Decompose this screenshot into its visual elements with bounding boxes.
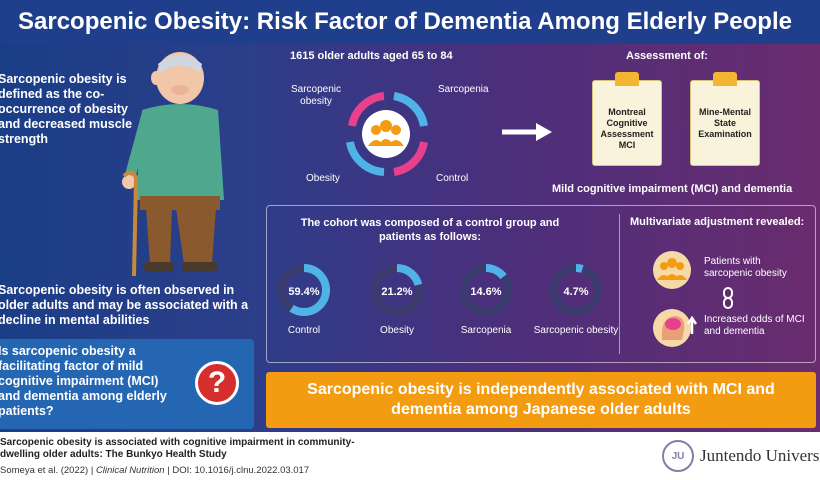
authors: Someya et al. (2022) [0,465,89,476]
cohort-title: 1615 older adults aged 65 to 84 [290,50,453,62]
group-label-sarcopenia: Sarcopenia [438,84,489,95]
multivariate-patients: Patients with sarcopenic obesity [704,256,787,279]
group-label-obesity: Obesity [306,173,340,184]
assessment-title: Assessment of: [626,50,708,62]
multivariate-title: Multivariate adjustment revealed: [630,216,805,228]
paper-title: Sarcopenic obesity is associated with co… [0,437,355,460]
clipboard-moca: Montreal Cognitive Assessment MCI [592,72,662,166]
percent-control: 59.4% [288,286,320,298]
test-label-mmse: Mine-Mental State Examination [698,107,752,139]
composition-panel [266,205,816,363]
citation-separator: | [90,465,96,476]
journal: Clinical Nutrition [95,465,165,476]
link-chain-icon [723,287,733,309]
donut-label-sarcopenic-obesity: Sarcopenic obesity [533,325,619,336]
donut-label-obesity: Obesity [380,325,414,336]
citation-separator: | [167,465,173,476]
donut-sarcopenia: 14.6% [458,262,514,318]
definition-text: Sarcopenic obesity is defined as the co-… [0,72,133,146]
donut-obesity: 21.2% [369,262,425,318]
multivariate-odds: Increased odds of MCI and dementia [704,314,805,337]
donut-control: 59.4% [276,262,332,318]
clipboard-clip-icon [713,72,737,86]
percent-sarcopenic-obesity: 4.7% [563,286,589,298]
cohort-cycle-diagram [346,92,428,176]
citation: Someya et al. (2022) | Clinical Nutritio… [0,465,309,476]
clipboard-clip-icon [615,72,639,86]
donut-label-sarcopenia: Sarcopenia [460,325,512,336]
elderly-man-illustration [122,52,224,277]
doi: DOI: 10.1016/j.clnu.2022.03.017 [172,465,310,476]
donut-label-control: Control [287,325,321,336]
brain-head-icon [653,309,698,347]
donut-sarcopenic-obesity: 4.7% [548,262,604,318]
percent-sarcopenia: 14.6% [470,286,502,298]
university-logo: JU Juntendo University [662,440,820,472]
arrow-right-icon [502,123,552,141]
assessment-outcome: Mild cognitive impairment (MCI) and deme… [552,183,793,195]
test-label-moca: Montreal Cognitive Assessment MCI [600,107,654,150]
question-text: Is sarcopenic obesity a facilitating fac… [0,344,167,418]
group-label-sarcopenic-obesity: Sarcopenic obesity [290,84,342,107]
university-name: Juntendo University [700,446,820,465]
composition-title: The cohort was composed of a control gro… [300,217,560,243]
group-label-control: Control [436,173,469,184]
group-people-icon [653,251,691,289]
page-title: Sarcopenic Obesity: Risk Factor of Demen… [0,0,820,44]
university-seal-icon: JU [662,440,694,472]
question-mark-icon: ? [195,361,239,405]
observation-text: Sarcopenic obesity is often observed in … [0,283,249,327]
conclusion-banner: Sarcopenic obesity is independently asso… [266,372,816,428]
percent-obesity: 21.2% [381,286,413,298]
clipboard-mmse: Mine-Mental State Examination [690,72,760,166]
panel-divider [619,214,620,354]
